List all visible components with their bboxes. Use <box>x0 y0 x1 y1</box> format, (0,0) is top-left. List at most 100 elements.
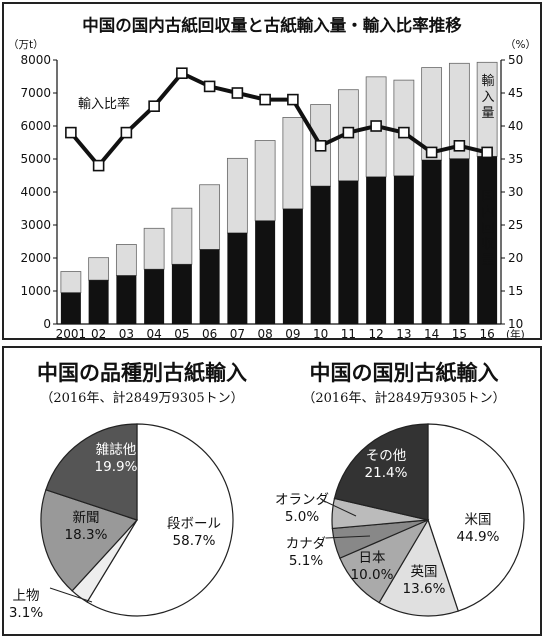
pie-grade-leader-line <box>49 587 93 603</box>
bar-domestic-collection <box>199 249 220 324</box>
x-tick-label: 15 <box>452 327 467 338</box>
x-tick-label: 12 <box>368 327 383 338</box>
pie-grade-slice <box>40 489 139 592</box>
pie-grade-slice-pct: 18.3% <box>65 527 108 543</box>
bar-domestic-collection <box>421 159 442 324</box>
lower-bar-series-label-char: 国 <box>481 189 494 204</box>
import-ratio-point <box>370 120 382 132</box>
import-ratio-point <box>176 67 188 79</box>
x-tick-label: 16 <box>479 327 494 338</box>
bar-domestic-collection <box>282 208 303 324</box>
x-tick-label: 03 <box>119 327 134 338</box>
pie-country-slice-label: カナダ <box>286 536 327 552</box>
bar-domestic-collection <box>144 269 165 324</box>
lower-bar-series-label-char: 回 <box>481 221 494 236</box>
top-chart-panel: 中国の国内古紙回収量と古紙輸入量・輸入比率推移 （万t） （%） 0 1000 2000 3… <box>2 2 542 340</box>
bar-import-volume <box>171 207 193 265</box>
pie-country-subtitle: （2016年、計2849万9305トン） <box>302 390 505 406</box>
bar-import-volume <box>88 257 110 281</box>
pie-grade-slice-pct: 19.9% <box>95 459 138 475</box>
bar-import-volume <box>254 140 276 222</box>
pie-country-slice-label: 英国 <box>411 563 438 580</box>
left-tick-label: 2000 <box>20 251 51 265</box>
pie-grade-slice-pct: 58.7% <box>173 533 216 549</box>
right-tick-label: 15 <box>508 284 523 298</box>
import-ratio-point <box>120 126 133 139</box>
pie-grade-title: 中国の品種別古紙輸入 <box>37 361 247 385</box>
left-tick-label: 8000 <box>20 53 51 67</box>
pie-grade-slice-pct: 3.1% <box>9 605 43 621</box>
upper-bar-series-label: 輸入量 <box>481 74 494 121</box>
right-tick-label: 10 <box>508 317 523 331</box>
bar-import-volume <box>115 244 137 276</box>
bar-domestic-collection <box>366 176 387 324</box>
pie-country-slice-pct: 5.1% <box>289 553 323 569</box>
lower-bar-series-label-char: 量 <box>481 253 494 268</box>
x-tick-label: 11 <box>341 327 356 338</box>
left-tick-label: 6000 <box>20 119 51 133</box>
left-tick-label: 0 <box>43 317 51 331</box>
import-ratio-point <box>203 80 216 93</box>
pie-country-slice-pct: 5.0% <box>285 509 319 525</box>
line-series-label: 輸入比率 <box>78 96 130 112</box>
x-tick-label: 05 <box>174 327 189 338</box>
pie-grade-slice <box>45 423 138 521</box>
pie-country-slice-label: その他 <box>366 448 407 464</box>
bar-domestic-collection <box>60 292 81 324</box>
import-ratio-point <box>453 140 466 152</box>
bar-import-volume <box>282 117 304 210</box>
pie-country-slice <box>427 423 525 612</box>
import-ratio-point <box>65 126 77 139</box>
x-tick-label: 07 <box>230 327 245 338</box>
right-axis-unit: （%） <box>505 39 536 51</box>
bar-domestic-collection <box>171 264 192 324</box>
bar-domestic-collection <box>255 220 276 324</box>
pie-country-slice <box>333 423 429 521</box>
bar-domestic-collection <box>477 156 498 324</box>
pie-grade-slice-label: 雑誌他 <box>96 442 137 458</box>
right-tick-label: 35 <box>508 152 523 166</box>
pie-country-leader-line <box>321 499 357 517</box>
x-tick-label: 09 <box>285 327 300 338</box>
import-ratio-point <box>342 126 355 139</box>
pie-country-slice-label: 日本 <box>359 550 386 566</box>
x-tick-label: 08 <box>257 327 272 338</box>
pie-country-slice-label: 米国 <box>465 512 492 528</box>
x-tick-label: 10 <box>313 327 328 338</box>
pie-country-slice-pct: 44.9% <box>457 529 500 545</box>
x-tick-label: 04 <box>146 327 161 338</box>
x-tick-label: 06 <box>202 327 217 338</box>
bar-import-volume <box>143 227 165 270</box>
pie-country-slice <box>378 518 459 617</box>
bar-domestic-collection <box>310 186 331 324</box>
bar-import-volume <box>60 271 82 294</box>
left-tick-label: 3000 <box>20 218 51 232</box>
right-tick-label: 25 <box>508 218 523 232</box>
bar-domestic-collection <box>116 275 137 324</box>
bar-import-volume <box>199 184 221 250</box>
pie-grade-slice <box>86 423 234 617</box>
x-tick-label: 13 <box>396 327 411 338</box>
import-ratio-point <box>92 159 105 172</box>
pie-country-title: 中国の国別古紙輸入 <box>310 361 499 385</box>
import-ratio-point <box>425 146 438 159</box>
bar-import-volume <box>226 157 248 234</box>
pie-grade-slice-label: 段ボール <box>167 516 221 532</box>
left-tick-label: 7000 <box>20 86 51 100</box>
bar-domestic-collection <box>227 232 248 324</box>
lower-bar-series-label-char: 内 <box>481 204 494 220</box>
upper-bar-series-label-char: 量 <box>481 106 494 121</box>
bar-domestic-collection <box>338 180 359 324</box>
left-axis-unit: （万t） <box>8 39 44 51</box>
pie-country-leader-line <box>325 535 371 539</box>
import-ratio-point <box>481 146 493 159</box>
left-tick-label: 5000 <box>20 152 51 166</box>
bottom-pie-panel: 中国の品種別古紙輸入 （2016年、計2849万9305トン） 段ボール 58.7% 上… <box>2 346 542 636</box>
import-ratio-point <box>231 87 244 99</box>
left-tick-label: 4000 <box>20 185 51 199</box>
pie-grade-subtitle: （2016年、計2849万9305トン） <box>40 390 243 406</box>
bar-domestic-collection <box>393 175 414 324</box>
